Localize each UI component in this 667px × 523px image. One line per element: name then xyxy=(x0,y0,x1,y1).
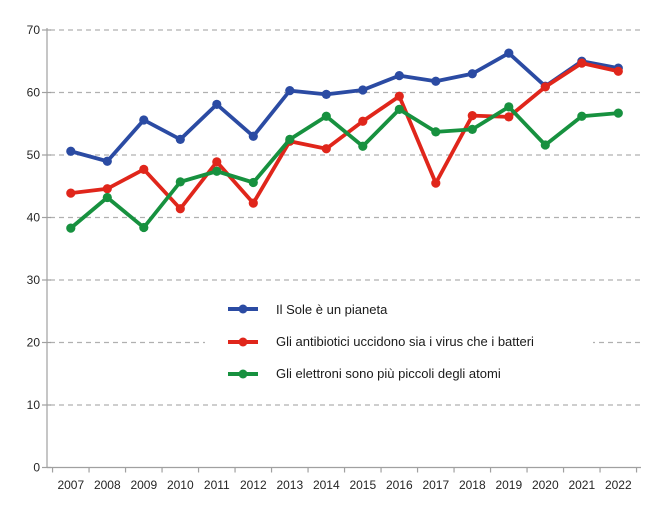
data-point-s0-2018[interactable] xyxy=(467,69,477,79)
data-point-s2-2022[interactable] xyxy=(613,108,623,118)
data-point-s0-2016[interactable] xyxy=(394,71,404,81)
data-point-s2-2014[interactable] xyxy=(321,111,331,121)
legend: Il Sole è un pianeta Gli antibiotici ucc… xyxy=(205,291,593,397)
legend-item-sole-pianeta[interactable]: Il Sole è un pianeta xyxy=(228,293,593,325)
y-tick-label-40: 40 xyxy=(27,211,41,225)
data-point-s1-2014[interactable] xyxy=(321,144,331,154)
data-point-s0-2017[interactable] xyxy=(431,76,441,86)
legend-item-antibiotici[interactable]: Gli antibiotici uccidono sia i virus che… xyxy=(228,325,593,357)
data-point-s2-2009[interactable] xyxy=(139,222,149,233)
x-tick-label-2016: 2016 xyxy=(386,478,413,492)
legend-label-elettroni: Gli elettroni sono più piccoli degli ato… xyxy=(276,366,501,382)
data-point-s2-2015[interactable] xyxy=(358,141,368,151)
data-point-s2-2021[interactable] xyxy=(577,111,587,121)
series-line-1 xyxy=(68,61,621,211)
data-point-s1-2008[interactable] xyxy=(102,184,112,194)
data-point-s0-2011[interactable] xyxy=(212,99,222,109)
x-tick-label-2015: 2015 xyxy=(349,478,376,492)
data-point-s1-2007[interactable] xyxy=(66,188,76,198)
data-point-s2-2017[interactable] xyxy=(431,127,441,137)
x-tick-label-2008: 2008 xyxy=(94,478,121,492)
data-point-s1-2018[interactable] xyxy=(467,111,477,121)
x-tick-label-2011: 2011 xyxy=(204,478,230,492)
data-point-s0-2008[interactable] xyxy=(102,156,112,166)
data-point-s1-2015[interactable] xyxy=(358,116,368,126)
data-point-s1-2010[interactable] xyxy=(175,204,185,214)
data-point-s1-2016[interactable] xyxy=(394,91,404,101)
data-point-s0-2007[interactable] xyxy=(66,146,76,156)
legend-item-elettroni[interactable]: Gli elettroni sono più piccoli degli ato… xyxy=(228,358,593,390)
data-point-s2-2018[interactable] xyxy=(467,124,477,134)
data-point-s2-2020[interactable] xyxy=(540,140,550,150)
data-point-s0-2013[interactable] xyxy=(285,86,295,96)
x-tick-label-2022: 2022 xyxy=(605,478,632,492)
x-tick-label-2019: 2019 xyxy=(495,478,522,492)
y-tick-label-50: 50 xyxy=(27,148,41,162)
data-point-s1-2012[interactable] xyxy=(248,198,258,208)
data-point-s2-2008[interactable] xyxy=(102,192,112,203)
x-tick-label-2007: 2007 xyxy=(57,478,84,492)
data-point-s1-2020[interactable] xyxy=(540,82,550,92)
y-tick-label-10: 10 xyxy=(27,398,41,412)
data-point-s2-2016[interactable] xyxy=(394,104,404,114)
legend-label-sole-pianeta: Il Sole è un pianeta xyxy=(276,301,388,317)
data-point-s0-2019[interactable] xyxy=(504,48,514,58)
x-tick-label-2018: 2018 xyxy=(459,478,486,492)
y-tick-label-20: 20 xyxy=(27,336,41,350)
x-tick-label-2009: 2009 xyxy=(130,478,157,492)
data-point-s0-2014[interactable] xyxy=(321,89,331,99)
x-tick-label-2012: 2012 xyxy=(240,478,267,492)
data-point-s2-2011[interactable] xyxy=(212,166,222,176)
x-tick-label-2014: 2014 xyxy=(313,478,340,492)
series-line-2 xyxy=(68,104,621,231)
data-point-s1-2021[interactable] xyxy=(577,58,587,68)
data-point-s0-2010[interactable] xyxy=(175,134,185,144)
x-tick-label-2021: 2021 xyxy=(568,478,595,492)
data-point-s2-2007[interactable] xyxy=(66,223,76,233)
y-tick-label-30: 30 xyxy=(27,273,41,287)
x-tick-label-2020: 2020 xyxy=(532,478,559,492)
series-line-0 xyxy=(68,51,621,164)
data-point-s2-2013[interactable] xyxy=(285,134,295,144)
data-point-s2-2010[interactable] xyxy=(175,177,185,187)
x-tick-label-2010: 2010 xyxy=(167,478,194,492)
y-tick-label-70: 70 xyxy=(27,23,41,37)
data-point-s1-2011[interactable] xyxy=(212,157,222,167)
x-tick-label-2017: 2017 xyxy=(422,478,449,492)
legend-marker-red-icon xyxy=(228,337,258,347)
y-tick-label-60: 60 xyxy=(27,86,41,100)
data-point-s1-2017[interactable] xyxy=(431,178,441,188)
legend-marker-green-icon xyxy=(228,369,258,379)
data-point-s1-2022[interactable] xyxy=(613,66,623,76)
data-point-s0-2009[interactable] xyxy=(139,115,149,125)
data-point-s1-2009[interactable] xyxy=(139,164,149,174)
legend-marker-blue-icon xyxy=(228,304,258,314)
data-point-s1-2019[interactable] xyxy=(504,112,514,122)
data-point-s0-2015[interactable] xyxy=(358,85,368,95)
y-tick-label-0: 0 xyxy=(33,461,40,475)
data-point-s0-2012[interactable] xyxy=(248,131,258,141)
data-point-s2-2019[interactable] xyxy=(504,102,514,112)
legend-label-antibiotici: Gli antibiotici uccidono sia i virus che… xyxy=(276,334,534,350)
x-tick-label-2013: 2013 xyxy=(276,478,303,492)
data-point-s2-2012[interactable] xyxy=(248,177,258,188)
